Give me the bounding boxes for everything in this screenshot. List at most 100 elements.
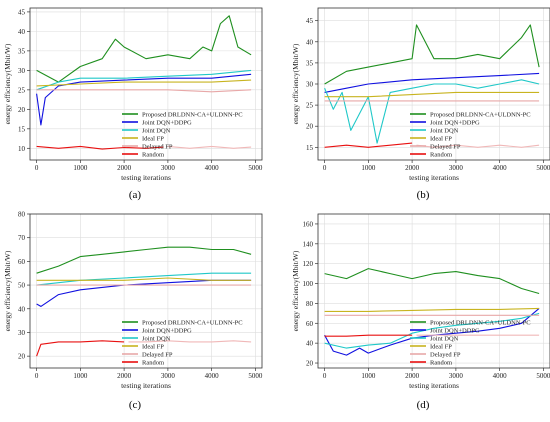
x-tick-label: 1000 [361, 164, 376, 172]
series-line-4 [324, 91, 540, 98]
series-line-2 [36, 73, 252, 126]
panel-label: (b) [417, 189, 430, 201]
x-tick-label: 2000 [117, 372, 132, 380]
series-line-4 [324, 307, 540, 312]
legend-label: Delayed FP [430, 143, 461, 150]
x-tick-label: 1000 [361, 372, 376, 380]
y-tick-label: 50 [18, 282, 26, 290]
legend-label: Proposed DRLDNN-CA+ULDNN-PC [430, 111, 531, 118]
panel-label: (d) [417, 399, 430, 411]
legend-label: Ideal FP [430, 135, 452, 142]
legend-label: Joint DQN [142, 335, 171, 342]
x-tick-label: 3000 [161, 372, 176, 380]
y-tick-label: 20 [18, 106, 26, 114]
series-line-3 [324, 79, 540, 144]
y-tick-label: 60 [306, 320, 314, 328]
x-tick-label: 3000 [161, 164, 176, 172]
panel-label: (c) [129, 399, 142, 411]
y-axis-label: energy efficiency(Mbit/W) [3, 250, 12, 331]
legend-label: Delayed FP [142, 143, 173, 150]
x-tick-label: 4000 [205, 372, 220, 380]
chart-panel-3: 0 1000 2000 3000 4000 5000 20 30 40 50 60 70 80 testi… [3, 211, 263, 412]
y-axis-label: energy efficiency(Mbit/W) [291, 43, 300, 124]
x-tick-label: 5000 [536, 372, 550, 380]
y-tick-label: 25 [18, 86, 26, 94]
series-line-6 [324, 142, 413, 148]
y-tick-label: 120 [303, 260, 314, 268]
y-tick-label: 10 [18, 145, 26, 153]
series-line-3 [36, 69, 252, 91]
legend-label: Random [430, 359, 452, 366]
series-line-4 [36, 79, 252, 87]
y-tick-label: 25 [306, 102, 314, 110]
y-tick-label: 40 [18, 28, 26, 36]
y-tick-label: 140 [303, 240, 314, 248]
y-tick-label: 30 [306, 81, 314, 89]
legend-label: Proposed DRLDNN-CA+ULDNN-PC [142, 111, 243, 118]
y-tick-label: 70 [18, 234, 26, 242]
x-tick-label: 3000 [449, 164, 464, 172]
legend-label: Joint DQN [430, 127, 459, 134]
legend-label: Random [142, 151, 164, 158]
y-tick-label: 35 [306, 59, 314, 67]
y-tick-label: 40 [306, 38, 314, 46]
series-line-6 [324, 334, 413, 337]
legend-label: Joint DQN+DDPG [430, 119, 480, 126]
series-line-7 [416, 144, 540, 148]
series-line-3 [36, 272, 252, 286]
legend-label: Joint DQN+DDPG [142, 327, 192, 334]
axes-frame [29, 7, 263, 161]
x-tick-label: 0 [35, 372, 39, 380]
x-tick-label: 0 [35, 164, 39, 172]
series-line-2 [36, 279, 252, 307]
legend-label: Proposed DRLDNN-CA+ULDNN-PC [142, 319, 243, 326]
series-line-7 [128, 340, 252, 343]
x-axis-label: testing iterations [121, 173, 171, 182]
series-line-6 [36, 145, 164, 150]
y-tick-label: 30 [18, 329, 26, 337]
y-tick-label: 35 [18, 47, 26, 55]
x-tick-label: 2000 [405, 372, 420, 380]
series-line-1 [36, 246, 252, 274]
legend-label: Delayed FP [142, 351, 173, 358]
axes-frame [317, 213, 550, 369]
x-tick-label: 0 [323, 372, 327, 380]
x-tick-label: 3000 [449, 372, 464, 380]
plot-area [318, 214, 550, 368]
panel-label: (a) [129, 189, 142, 201]
x-axis-label: testing iterations [121, 381, 171, 390]
legend-label: Ideal FP [142, 135, 164, 142]
legend-label: Delayed FP [430, 351, 461, 358]
x-tick-label: 4000 [493, 164, 508, 172]
x-tick-label: 5000 [248, 372, 263, 380]
x-tick-label: 4000 [493, 372, 508, 380]
y-tick-label: 80 [18, 211, 26, 219]
x-tick-label: 2000 [117, 164, 132, 172]
x-tick-label: 5000 [536, 164, 550, 172]
legend-label: Random [430, 151, 452, 158]
legend-label: Joint DQN+DDPG [142, 119, 192, 126]
chart-panel-4: 0 1000 2000 3000 4000 5000 20 40 60 80 100 120 140 16… [291, 213, 550, 411]
y-tick-label: 160 [303, 220, 314, 228]
y-tick-label: 30 [18, 67, 26, 75]
legend-label: Random [142, 359, 164, 366]
y-tick-label: 15 [306, 144, 314, 152]
series-line-1 [324, 268, 540, 295]
y-tick-label: 20 [306, 123, 314, 131]
series-line-3 [324, 312, 540, 349]
series-line-1 [324, 24, 540, 85]
chart-panel-2: 0 1000 2000 3000 4000 5000 15 20 25 30 35 40 45 testi… [291, 7, 550, 201]
axes-frame [29, 213, 263, 369]
y-tick-label: 100 [303, 280, 314, 288]
x-tick-label: 1000 [73, 164, 88, 172]
y-tick-label: 40 [18, 305, 26, 313]
legend-label: Proposed DRLDNN-CA+ULDNN-PC [430, 319, 531, 326]
y-tick-label: 20 [18, 353, 26, 361]
x-tick-label: 5000 [248, 164, 263, 172]
x-axis-label: testing iterations [409, 173, 459, 182]
y-tick-label: 15 [18, 125, 26, 133]
series-line-6 [36, 340, 125, 357]
x-axis-label: testing iterations [409, 381, 459, 390]
